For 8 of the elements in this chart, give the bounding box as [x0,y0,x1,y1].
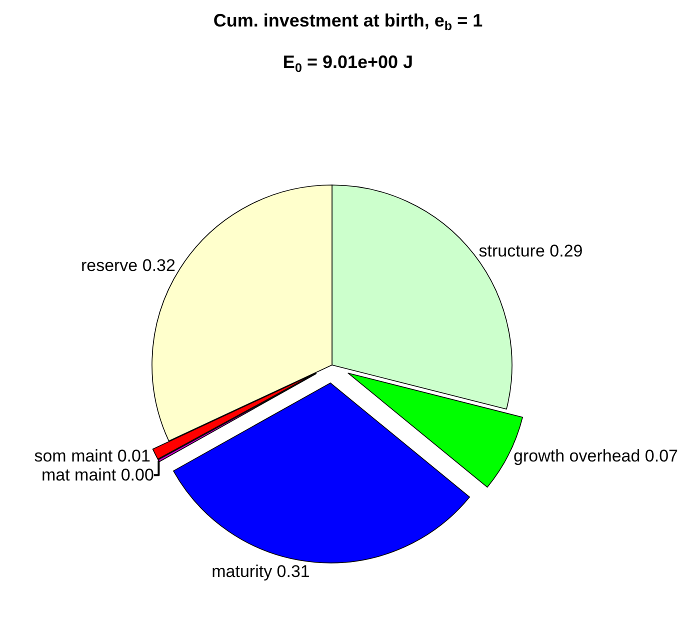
slice-label: growth overhead 0.07 [514,446,678,466]
slice-label: reserve 0.32 [80,256,176,275]
slice-label: mat maint 0.00 [41,466,154,485]
slice-label: maturity 0.31 [212,562,310,582]
slice-label: structure 0.29 [478,241,583,260]
slice-label: som maint 0.01 [34,446,150,466]
chart-subtitle: E$_{0}$ = 9.01e+00 J [282,52,414,75]
chart-title: Cum. investment at birth, e$_{b}$ = 1 [213,10,483,34]
